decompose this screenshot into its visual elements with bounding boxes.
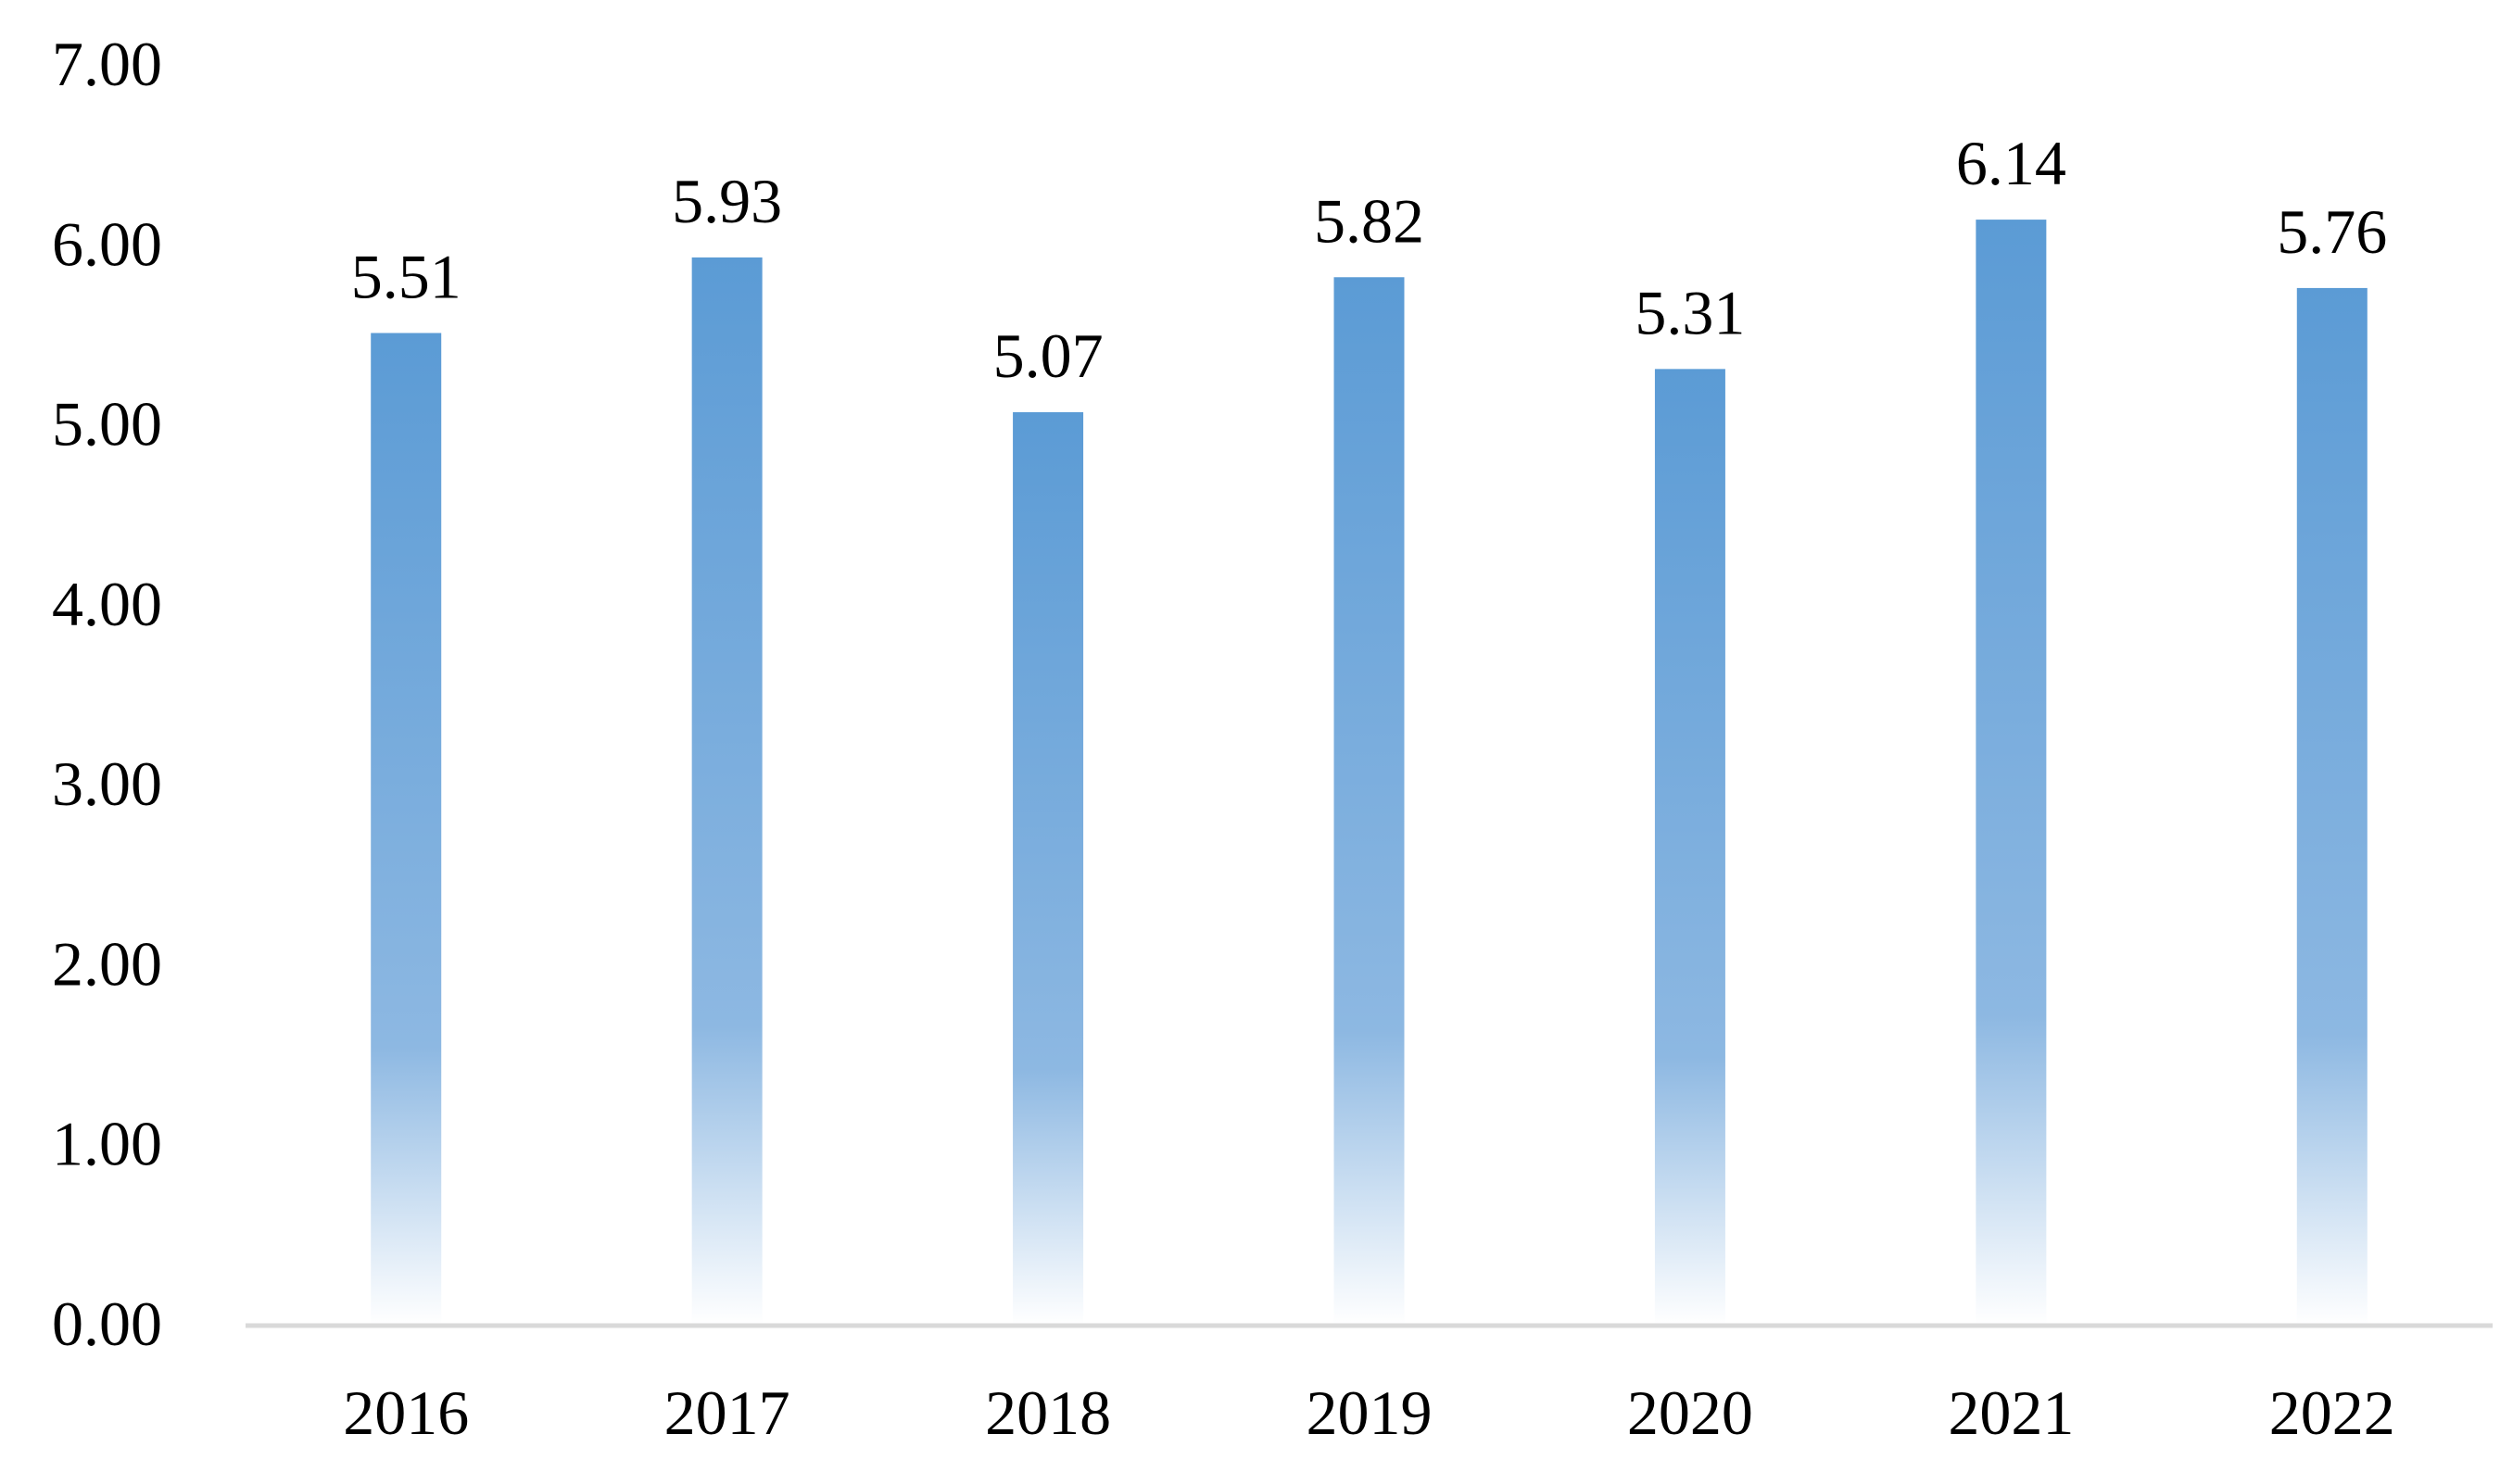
y-tick-label: 3.00 bbox=[52, 748, 162, 819]
data-label-2021: 6.14 bbox=[1956, 128, 2066, 198]
x-axis-category-labels: 2016 2017 2018 2019 2020 2021 2022 bbox=[343, 1377, 2395, 1448]
x-category-label: 2017 bbox=[664, 1377, 790, 1448]
x-category-label: 2022 bbox=[2269, 1377, 2395, 1448]
y-tick-label: 5.00 bbox=[52, 389, 162, 459]
bar-2019 bbox=[1333, 277, 1405, 1326]
x-category-label: 2018 bbox=[985, 1377, 1111, 1448]
x-category-label: 2021 bbox=[1948, 1377, 2074, 1448]
y-tick-label: 6.00 bbox=[52, 208, 162, 279]
data-label-2020: 5.31 bbox=[1635, 277, 1745, 347]
data-label-2017: 5.93 bbox=[672, 166, 782, 236]
y-axis-tick-labels: 0.00 1.00 2.00 3.00 4.00 5.00 6.00 7.00 bbox=[52, 29, 162, 1359]
data-labels: 5.51 5.93 5.07 5.82 5.31 6.14 5.76 bbox=[351, 128, 2388, 391]
bar-2022 bbox=[2296, 287, 2368, 1325]
bar-series bbox=[371, 220, 2368, 1326]
bar-2018 bbox=[1013, 411, 1084, 1325]
y-tick-label: 7.00 bbox=[52, 29, 162, 99]
data-label-2016: 5.51 bbox=[351, 241, 461, 311]
x-category-label: 2020 bbox=[1627, 1377, 1753, 1448]
bar-2017 bbox=[691, 257, 763, 1325]
data-label-2018: 5.07 bbox=[993, 321, 1104, 391]
bar-2016 bbox=[371, 333, 442, 1325]
y-tick-label: 1.00 bbox=[52, 1109, 162, 1179]
x-category-label: 2019 bbox=[1307, 1377, 1433, 1448]
y-tick-label: 4.00 bbox=[52, 569, 162, 639]
bar-2021 bbox=[1976, 220, 2047, 1326]
data-label-2019: 5.82 bbox=[1314, 185, 1424, 256]
y-tick-label: 2.00 bbox=[52, 928, 162, 999]
bar-2020 bbox=[1654, 369, 1725, 1325]
x-category-label: 2016 bbox=[343, 1377, 469, 1448]
data-label-2022: 5.76 bbox=[2277, 196, 2387, 267]
y-tick-label: 0.00 bbox=[52, 1289, 162, 1359]
